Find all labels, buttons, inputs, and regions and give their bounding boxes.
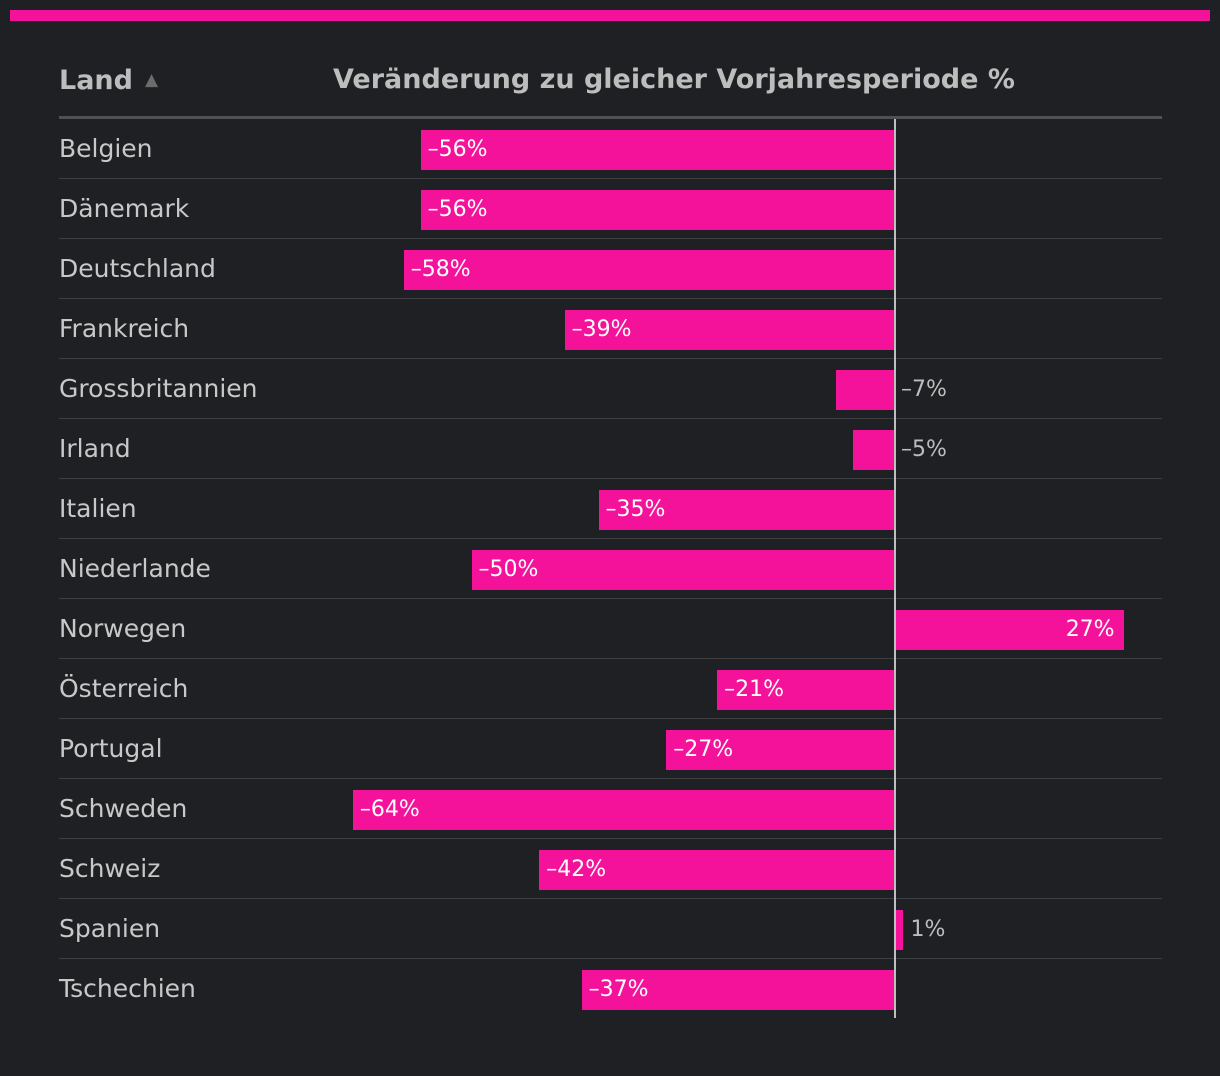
table-row: Dänemark –56%	[59, 179, 1162, 239]
country-label: Belgien	[59, 134, 153, 163]
country-label: Schweiz	[59, 854, 161, 883]
table-row: Niederlande –50%	[59, 539, 1162, 599]
table-row: Grossbritannien –7%	[59, 359, 1162, 419]
table-row: Österreich –21%	[59, 659, 1162, 719]
table-row: Spanien 1%	[59, 899, 1162, 959]
value-label: –27%	[673, 737, 734, 762]
country-label: Spanien	[59, 914, 161, 943]
country-label: Deutschland	[59, 254, 216, 283]
country-label: Schweden	[59, 794, 188, 823]
country-label: Österreich	[59, 674, 189, 703]
bar	[403, 250, 895, 290]
zero-axis-line	[894, 119, 896, 1018]
bar	[598, 490, 895, 530]
column-header-change: Veränderung zu gleicher Vorjahresperiode…	[333, 64, 1015, 95]
table-row: Portugal –27%	[59, 719, 1162, 779]
value-label: –7%	[901, 377, 947, 402]
table-row: Belgien –56%	[59, 119, 1162, 179]
value-label: –35%	[605, 497, 666, 522]
country-label: Dänemark	[59, 194, 190, 223]
bar	[471, 550, 895, 590]
accent-top-bar	[10, 10, 1210, 21]
bar	[581, 970, 895, 1010]
country-label: Niederlande	[59, 554, 211, 583]
bar	[835, 370, 895, 410]
table-row: Frankreich –39%	[59, 299, 1162, 359]
value-label: –42%	[546, 857, 607, 882]
bar	[539, 850, 895, 890]
table-row: Italien –35%	[59, 479, 1162, 539]
column-header-land-label: Land	[59, 64, 133, 96]
value-label: –39%	[571, 317, 632, 342]
table-row: Deutschland –58%	[59, 239, 1162, 299]
bar	[895, 910, 904, 950]
chart-rows: Belgien –56% Dänemark –56% Deutschland –58% Fr…	[59, 119, 1162, 1018]
bar	[420, 190, 895, 230]
table-row: Norwegen 27%	[59, 599, 1162, 659]
column-header-land[interactable]: Land ▲	[59, 60, 158, 100]
bar	[717, 670, 895, 710]
country-label: Portugal	[59, 734, 163, 763]
value-label: –64%	[359, 797, 420, 822]
table-row: Tschechien –37%	[59, 959, 1162, 1018]
value-label: 1%	[910, 917, 946, 942]
country-label: Grossbritannien	[59, 374, 258, 403]
value-label: –37%	[588, 977, 649, 1002]
country-label: Irland	[59, 434, 131, 463]
header-divider	[59, 116, 1162, 119]
country-label: Italien	[59, 494, 137, 523]
bar	[852, 430, 895, 470]
value-label: –56%	[427, 137, 488, 162]
bar	[420, 130, 895, 170]
country-label: Frankreich	[59, 314, 190, 343]
value-label: –56%	[427, 197, 488, 222]
bar	[666, 730, 895, 770]
table-row: Schweden –64%	[59, 779, 1162, 839]
value-label: –21%	[724, 677, 785, 702]
table-header: Land ▲ Veränderung zu gleicher Vorjahres…	[59, 60, 1162, 116]
sort-ascending-icon[interactable]: ▲	[144, 70, 159, 90]
country-label: Tschechien	[59, 974, 196, 1003]
value-label: –5%	[901, 437, 947, 462]
country-label: Norwegen	[59, 614, 187, 643]
bar	[895, 610, 1124, 650]
value-label: 27%	[1065, 617, 1115, 642]
value-label: –50%	[478, 557, 539, 582]
table-row: Schweiz –42%	[59, 839, 1162, 899]
bar	[352, 790, 895, 830]
table-row: Irland –5%	[59, 419, 1162, 479]
bar	[564, 310, 895, 350]
value-label: –58%	[410, 257, 471, 282]
